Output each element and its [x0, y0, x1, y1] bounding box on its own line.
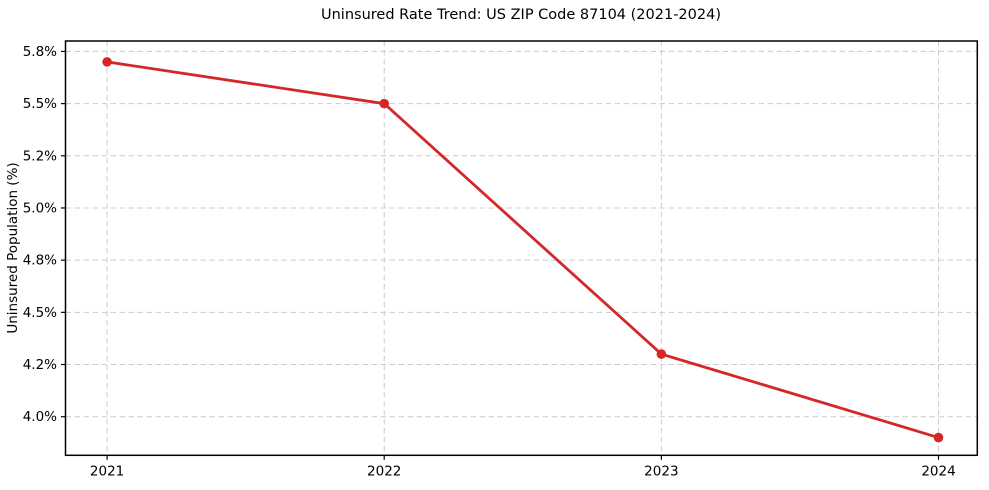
y-tick-label: 5.8%	[23, 44, 57, 60]
data-point-marker	[656, 349, 667, 359]
y-tick-label: 5.5%	[23, 96, 57, 112]
data-point-marker	[102, 57, 112, 67]
y-tick-label: 5.2%	[23, 148, 57, 164]
x-tick-label: 2022	[367, 463, 401, 479]
y-tick-label: 4.0%	[23, 409, 57, 425]
y-tick-label: 4.8%	[23, 253, 57, 269]
plot-border	[64, 40, 979, 457]
data-point-marker	[933, 432, 944, 443]
y-tick-label: 4.2%	[23, 357, 57, 373]
trend-line	[105, 60, 940, 439]
x-tick-label: 2024	[921, 463, 955, 479]
x-tick-label: 2023	[644, 463, 678, 479]
data-point-marker	[379, 98, 390, 109]
chart-title: Uninsured Rate Trend: US ZIP Code 87104 …	[321, 7, 721, 23]
y-tick-label: 4.5%	[23, 305, 57, 321]
y-tick-label: 5.0%	[23, 200, 57, 216]
x-tick-label: 2021	[90, 463, 124, 479]
